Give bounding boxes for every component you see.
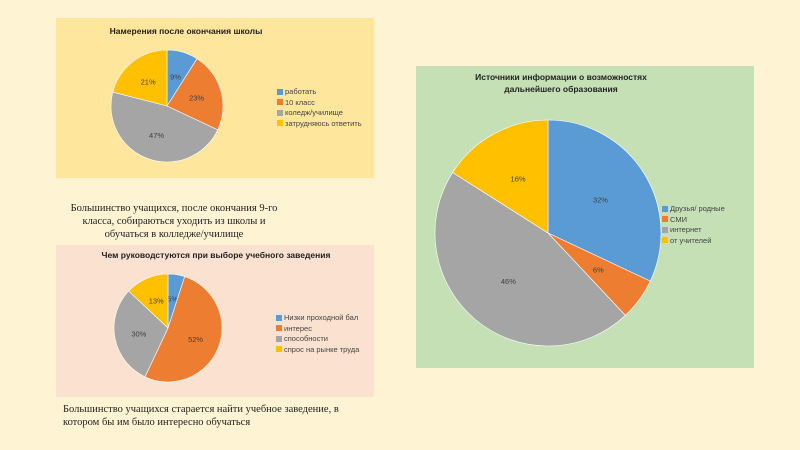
chart-1-legend: работать 10 класс коледж/училище затрудняюс…: [277, 87, 362, 129]
data-label: 52%: [188, 335, 203, 344]
legend-swatch: [276, 335, 282, 342]
legend-swatch: [662, 216, 668, 222]
chart-3-legend: Друзья/ родные СМИ интернет от учителей: [662, 204, 725, 246]
chart-3-title: Источники информации о возможностях даль…: [475, 72, 647, 94]
legend-item: Низки проходной бал: [276, 313, 359, 324]
legend-swatch: [277, 109, 283, 116]
legend-swatch: [662, 205, 668, 212]
pie-slice-2: [166, 58, 224, 131]
legend-label: СМИ: [670, 214, 687, 224]
legend-swatch: [276, 314, 282, 321]
chart-1-pie: 9% 23% 47% 21%: [110, 49, 224, 163]
legend-label: от учителей: [670, 235, 712, 245]
data-label: 9%: [170, 72, 181, 81]
legend-item: Друзья/ родные: [662, 204, 725, 215]
data-label: 46%: [501, 277, 516, 286]
legend-item: 10 класс: [277, 98, 362, 109]
pie-slice-3: [113, 290, 169, 378]
legend-item: затрудняюсь ответить: [277, 119, 362, 130]
pie-slice-4: [128, 273, 169, 329]
data-label: 5%: [167, 295, 178, 304]
chart-2-legend: Низки проходной бал интерес способности спр…: [276, 313, 359, 355]
chart-3-pie: 32% 6% 46% 16%: [434, 119, 662, 347]
chart-1-panel: 9% 23% 47% 21% Намерения после окончания шк…: [56, 18, 374, 178]
data-label: 16%: [511, 175, 526, 184]
legend-item: интерес: [276, 324, 359, 335]
pie-slice-4: [452, 119, 549, 234]
pie-slice-2: [144, 276, 223, 383]
pie-slice-1: [547, 119, 662, 282]
legend-swatch: [276, 325, 282, 331]
caption-second: Большинство учащихся старается найти уче…: [63, 404, 339, 428]
legend-item: коледж/училище: [277, 108, 362, 119]
legend-label: 10 класс: [285, 97, 315, 107]
data-label: 23%: [189, 93, 204, 102]
legend-label: интернет: [670, 225, 702, 234]
legend-label: коледж/училище: [285, 108, 343, 117]
data-label: 47%: [149, 131, 164, 140]
legend-label: интерес: [284, 323, 312, 333]
data-label: 21%: [141, 78, 156, 87]
legend-item: спрос на рынке труда: [276, 345, 359, 356]
legend-swatch: [277, 88, 283, 95]
legend-label: спрос на рынке труда: [284, 344, 360, 354]
legend-item: интернет: [662, 225, 725, 236]
legend-item: работать: [277, 87, 362, 98]
legend-label: Друзья/ родные: [670, 204, 725, 213]
legend-label: работать: [285, 87, 317, 96]
legend-label: способности: [284, 334, 328, 343]
data-label: 32%: [593, 196, 608, 205]
chart-3-panel: 32% 6% 46% 16% Источники информации о возмо…: [416, 66, 754, 368]
pie-slice-4: [112, 49, 168, 107]
legend-item: СМИ: [662, 215, 725, 226]
legend-swatch: [277, 99, 283, 105]
data-label: 6%: [593, 266, 604, 275]
chart-1-title: Намерения после окончания школы: [109, 26, 263, 36]
chart-2-panel: 5% 52% 30% 13% Чем руководстуются при выбор…: [56, 245, 374, 397]
legend-item: от учителей: [662, 236, 725, 247]
legend-swatch: [662, 226, 668, 233]
legend-swatch: [277, 120, 283, 126]
legend-label: Низки проходной бал: [284, 313, 359, 322]
legend-label: затрудняюсь ответить: [285, 118, 362, 128]
pie-slice-3: [110, 91, 219, 163]
legend-swatch: [276, 346, 282, 352]
legend-swatch: [662, 237, 668, 243]
chart-2-title: Чем руководстуются при выборе учебного з…: [101, 250, 331, 260]
legend-item: способности: [276, 334, 359, 345]
caption-first: Большинство учащихся, после окончания 9-…: [70, 203, 278, 240]
pie-slice-3: [434, 172, 626, 347]
chart-2-pie: 5% 52% 30% 13%: [113, 273, 223, 383]
data-label: 30%: [131, 330, 146, 339]
data-label: 13%: [149, 297, 164, 306]
